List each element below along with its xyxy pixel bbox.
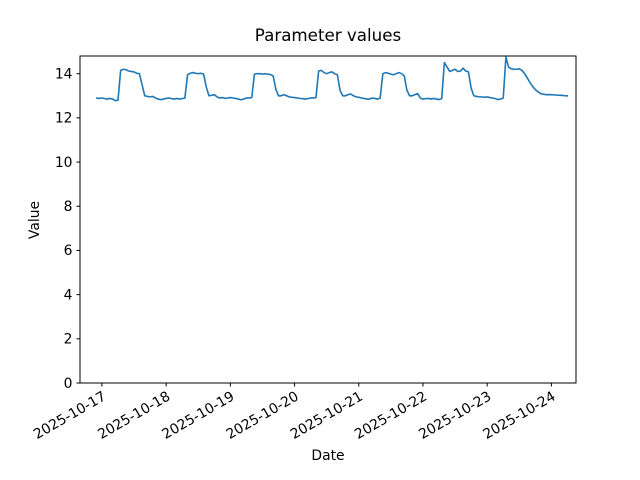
x-axis-label: Date bbox=[311, 448, 344, 464]
y-tick-label: 2 bbox=[64, 332, 73, 348]
chart-title: Parameter values bbox=[255, 25, 401, 45]
y-tick-label: 4 bbox=[64, 287, 73, 303]
y-axis-label: Value bbox=[27, 201, 43, 239]
y-tick-label: 8 bbox=[64, 199, 73, 215]
data-line-series bbox=[95, 56, 569, 102]
y-tick-label: 6 bbox=[64, 243, 73, 259]
y-tick-label: 0 bbox=[64, 376, 73, 392]
plot-border bbox=[79, 55, 577, 384]
y-tick-label: 12 bbox=[55, 111, 73, 127]
y-axis-ticks: 0 2 4 6 8 10 12 14 bbox=[55, 66, 80, 392]
y-tick-label: 14 bbox=[55, 66, 73, 82]
y-tick-label: 10 bbox=[55, 155, 73, 171]
